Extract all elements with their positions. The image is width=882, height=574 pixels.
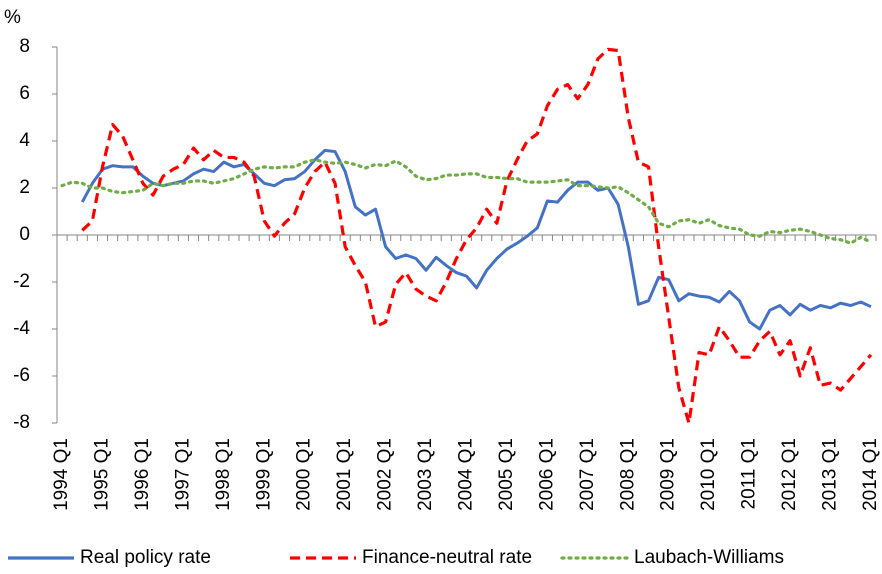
x-tick-label: 2002 Q1	[375, 438, 396, 511]
x-tick-label: 2011 Q1	[739, 438, 760, 509]
y-tick-label: 4	[19, 130, 30, 151]
x-tick-label: 2014 Q1	[860, 438, 881, 511]
x-tick-label: 2004 Q1	[456, 438, 477, 511]
x-tick-label: 1998 Q1	[213, 438, 234, 511]
x-tick-label: 1999 Q1	[253, 438, 274, 511]
x-tick-label: 2012 Q1	[779, 438, 800, 511]
x-tick-label: 1997 Q1	[172, 438, 193, 511]
legend-label: Real policy rate	[80, 547, 211, 568]
legend-label: Laubach-Williams	[634, 547, 784, 568]
x-tick-label: 2006 Q1	[536, 438, 557, 511]
x-tick-label: 2000 Q1	[294, 438, 315, 511]
x-tick-label: 2013 Q1	[820, 438, 841, 511]
x-tick-label: 2010 Q1	[698, 438, 719, 511]
y-tick-label: -4	[13, 318, 30, 339]
x-tick-label: 2009 Q1	[658, 438, 679, 511]
y-tick-label: 8	[19, 36, 30, 57]
y-unit: %	[4, 7, 21, 28]
y-tick-label: 6	[19, 83, 30, 104]
x-tick-label: 1995 Q1	[92, 438, 113, 511]
x-tick-label: 1994 Q1	[51, 438, 72, 511]
y-tick-label: 2	[19, 177, 30, 198]
legend-label: Finance-neutral rate	[362, 547, 532, 568]
y-tick-label: 0	[19, 224, 30, 245]
x-tick-label: 2008 Q1	[617, 438, 638, 511]
y-tick-label: -6	[13, 365, 30, 386]
x-tick-label: 1996 Q1	[132, 438, 153, 511]
y-tick-label: -2	[13, 271, 30, 292]
y-tick-label: -8	[13, 412, 30, 433]
x-tick-label: 2003 Q1	[415, 438, 436, 511]
series-line	[60, 158, 873, 245]
x-tick-label: 2001 Q1	[334, 438, 355, 511]
series-line	[80, 148, 872, 331]
x-tick-label: 2005 Q1	[496, 438, 517, 511]
x-tick-label: 2007 Q1	[577, 438, 598, 511]
